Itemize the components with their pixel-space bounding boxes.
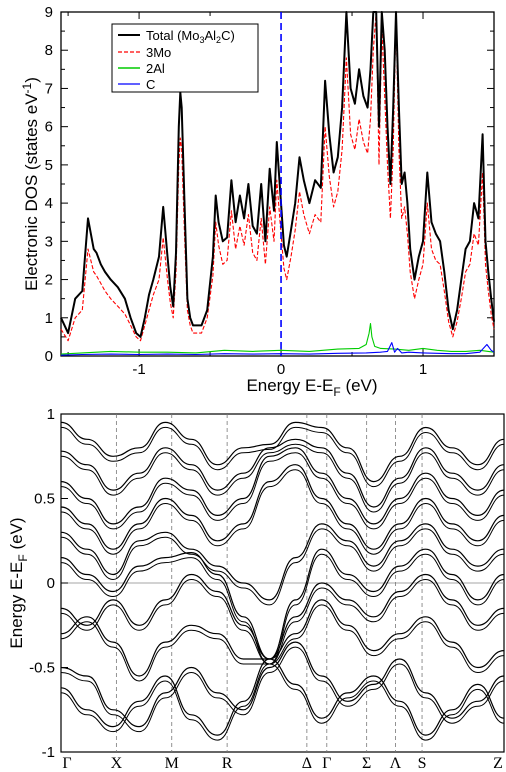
dos-y-tick-label: 2 (45, 272, 53, 289)
kpoint-label: Γ (62, 755, 71, 772)
kpoint-label: Γ (322, 755, 331, 772)
legend-label-total: Total (Mo3Al2C) (146, 28, 235, 45)
bands-y-tick-label: 0 (47, 575, 55, 592)
legend-label-2al: 2Al (146, 61, 165, 76)
bands-curves (60, 421, 505, 741)
dos-x-tick-label: -1 (132, 361, 145, 378)
dos-series-2al (60, 322, 495, 355)
dos-series-group (60, 11, 495, 356)
band-curve (60, 447, 505, 525)
band-curve (60, 578, 505, 665)
bands-y-axis-label: Energy E-EF (eV) (7, 517, 30, 648)
dos-y-tick-label: 0 (45, 348, 53, 365)
band-curve (60, 528, 505, 606)
kpoint-label: Λ (390, 755, 402, 772)
bands-y-tick-label: 1 (47, 406, 55, 423)
band-curve (60, 599, 505, 677)
dos-y-tick-label: 5 (45, 157, 53, 174)
band-curve (60, 452, 505, 530)
dos-y-tick-label: 3 (45, 233, 53, 250)
kpoint-label: X (111, 755, 123, 772)
bands-y-tick-label: 0.5 (34, 491, 55, 508)
dos-x-axis-label: Energy E-EF (eV) (246, 376, 377, 399)
band-curve (60, 646, 505, 733)
legend-label-c: C (146, 77, 155, 92)
bands-kpoint-lines (115, 414, 423, 752)
band-curve (60, 523, 505, 601)
kpoint-label: Z (493, 755, 503, 772)
dos-y-tick-label: 1 (45, 310, 53, 327)
dos-series-total (60, 11, 495, 338)
band-curve (60, 663, 505, 741)
dos-x-tick-label: 0 (277, 361, 285, 378)
band-curve (60, 604, 505, 682)
band-curve (60, 426, 505, 488)
dos-legend: Total (Mo3Al2C) 3Mo 2Al C (111, 23, 259, 93)
bands-y-tick-label: -0.5 (29, 660, 55, 677)
dos-y-tick-labels: 0 1 2 3 4 5 6 7 8 9 (45, 4, 53, 365)
band-curve (60, 443, 505, 513)
legend-label-3mo: 3Mo (146, 45, 171, 60)
band-curve (60, 573, 505, 660)
dos-y-tick-label: 9 (45, 4, 53, 21)
kpoint-label: Σ (362, 755, 371, 772)
band-curve (60, 464, 505, 550)
dos-y-tick-label: 6 (45, 119, 53, 136)
band-curve (60, 553, 505, 665)
dos-x-tick-label: 1 (419, 361, 427, 378)
dos-series-c (60, 342, 495, 356)
dos-panel: 0 1 2 3 4 5 6 7 8 9 -1 0 1 Energy E-EF (eV) Electro… (20, 4, 495, 399)
kpoint-label: R (222, 755, 233, 772)
band-curve (60, 469, 505, 555)
dos-y-axis-label: Electronic DOS (states eV-1) (20, 77, 41, 291)
bands-y-tick-label: -1 (42, 744, 55, 761)
band-curve (60, 548, 505, 660)
dos-y-tick-label: 8 (45, 42, 53, 59)
band-curve (60, 658, 505, 736)
bands-y-ticks: -1 -0.5 0 0.5 1 (29, 406, 68, 761)
band-curve (60, 421, 505, 483)
band-curve (60, 641, 505, 728)
dos-x-tick-labels: -1 0 1 (132, 361, 427, 378)
kpoint-label: Δ (302, 755, 312, 772)
dos-y-tick-label: 4 (45, 195, 53, 212)
band-curve (60, 438, 505, 508)
dos-series-3mo (60, 11, 495, 342)
kpoint-label: S (418, 755, 427, 772)
kpoint-label: M (165, 755, 179, 772)
dos-y-tick-label: 7 (45, 80, 53, 97)
